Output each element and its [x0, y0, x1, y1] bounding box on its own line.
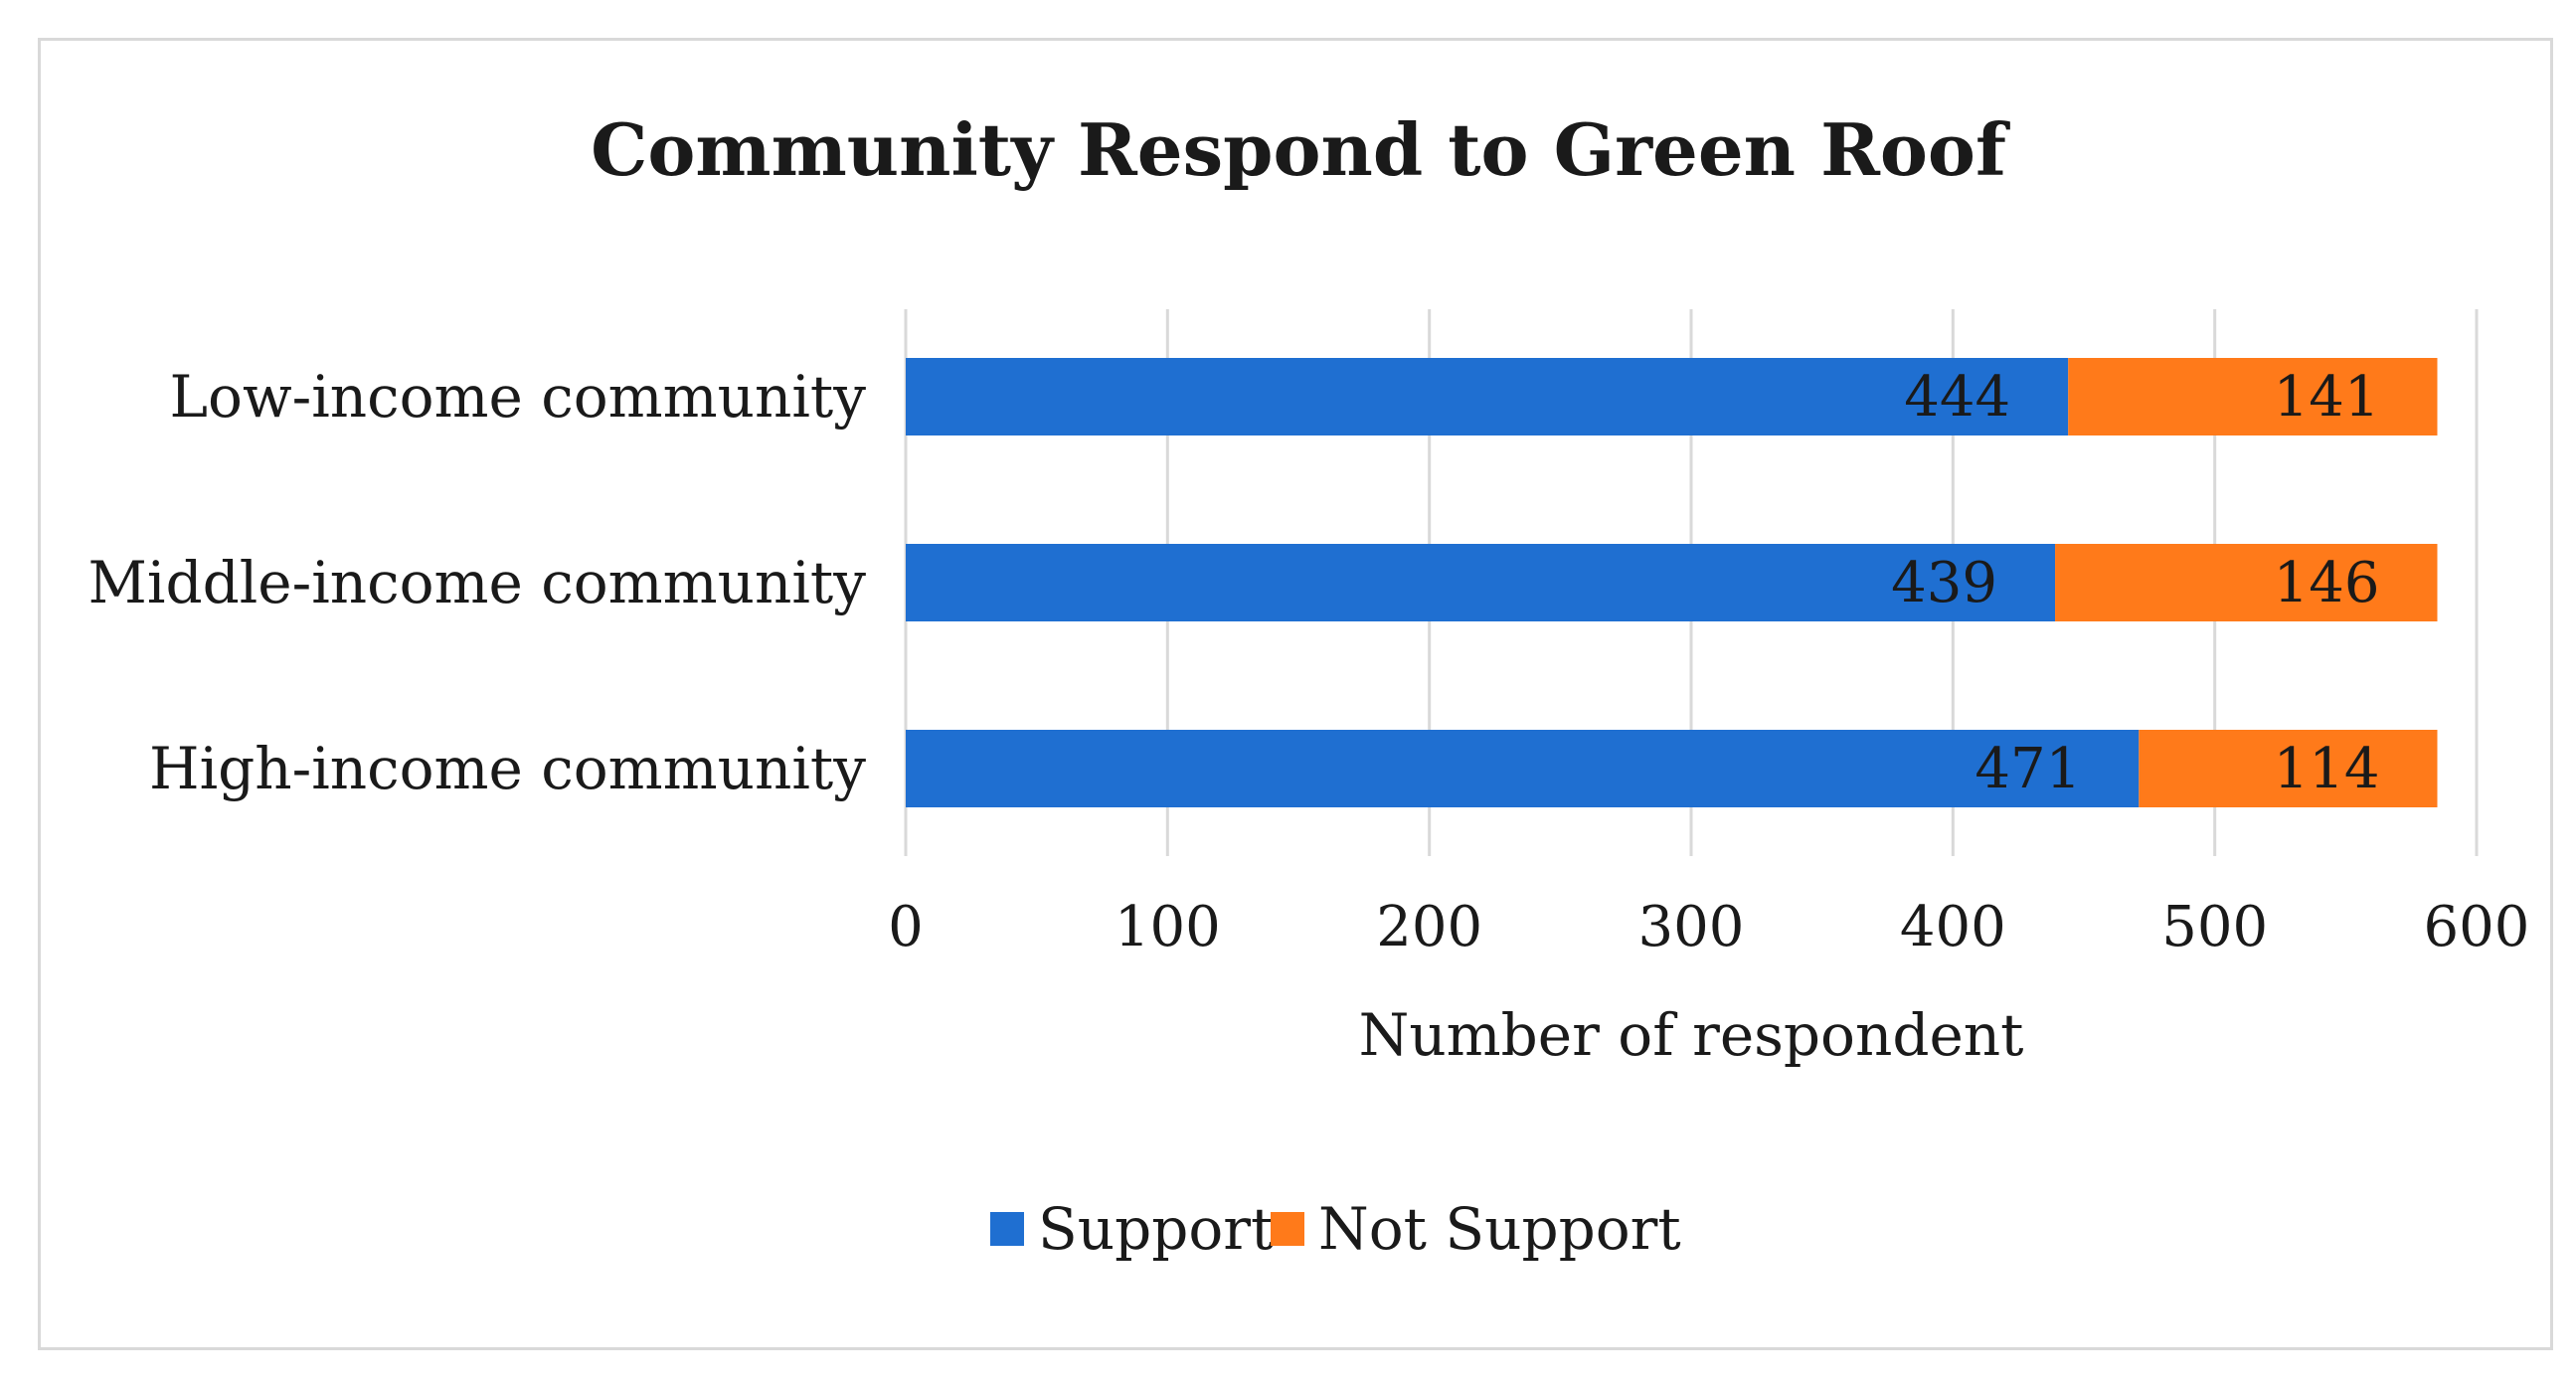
x-tick-label: 0 — [888, 895, 924, 959]
data-label: 114 — [2274, 737, 2380, 801]
x-tick-label: 500 — [2161, 895, 2268, 959]
bar-not-support — [2139, 730, 2438, 807]
category-label: High-income community — [149, 735, 866, 802]
bar-support — [906, 358, 2069, 435]
bar-support — [906, 730, 2140, 807]
chart-title: Community Respond to Green Roof — [591, 107, 2010, 192]
x-tick-label: 400 — [1900, 895, 2006, 959]
data-label: 146 — [2274, 551, 2380, 615]
data-label: 439 — [1891, 551, 1997, 615]
x-tick-label: 300 — [1638, 895, 1745, 959]
category-labels: Low-income community Middle-income commun… — [88, 363, 867, 802]
chart-svg: Community Respond to Green Roof 444 141 43… — [88, 107, 2530, 1263]
chart-frame: Community Respond to Green Roof 444 141 43… — [38, 38, 2553, 1350]
x-tick-label: 100 — [1115, 895, 1221, 959]
bar-support — [906, 544, 2056, 621]
data-label: 141 — [2274, 365, 2380, 430]
x-tick-label: 600 — [2424, 895, 2530, 959]
x-tick-labels: 0 100 200 300 400 500 600 — [888, 895, 2529, 959]
legend-swatch — [1271, 1212, 1304, 1246]
legend-label: Not Support — [1318, 1195, 1681, 1263]
legend: Support Not Support — [990, 1195, 1681, 1263]
bar-not-support — [2068, 358, 2438, 435]
bar-not-support — [2055, 544, 2438, 621]
x-tick-label: 200 — [1376, 895, 1482, 959]
x-axis-title: Number of respondent — [1359, 1001, 2024, 1069]
data-label: 444 — [1904, 365, 2010, 430]
category-label: Middle-income community — [88, 549, 867, 616]
data-label: 471 — [1975, 737, 2081, 801]
bars: 444 141 439 146 471 114 — [906, 358, 2438, 807]
legend-swatch — [990, 1212, 1024, 1246]
legend-label: Support — [1038, 1195, 1274, 1263]
category-label: Low-income community — [170, 363, 867, 431]
